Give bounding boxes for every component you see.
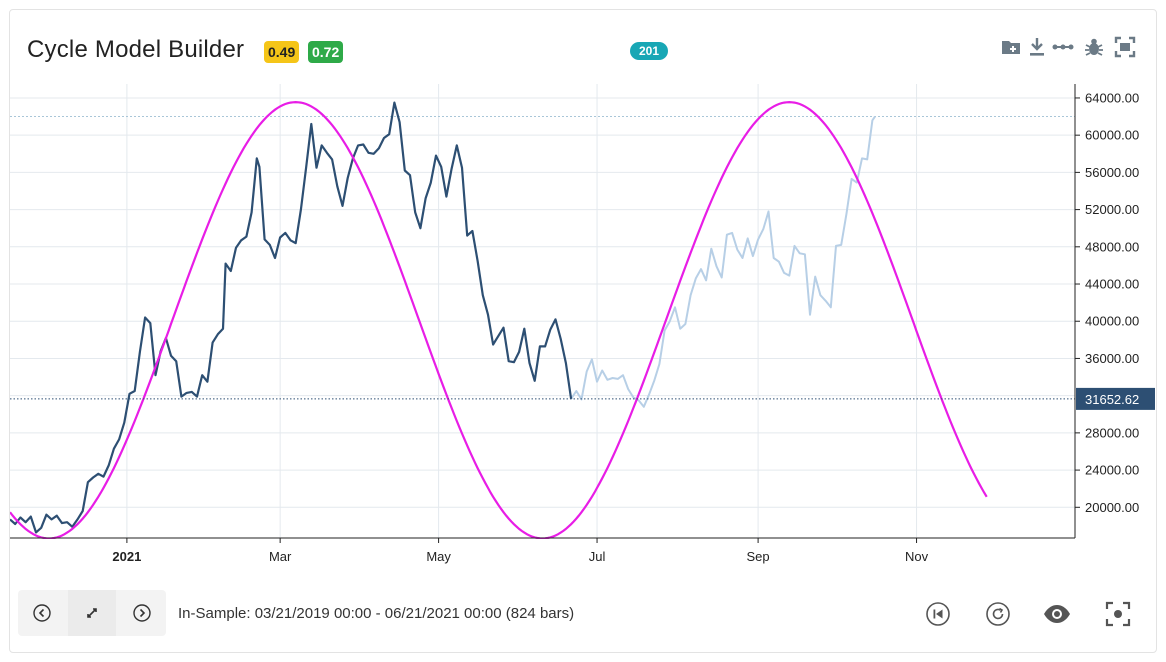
y-tick-label: 40000.00 (1085, 314, 1139, 329)
x-tick-label: Nov (905, 549, 929, 564)
skip-back-icon[interactable] (922, 598, 954, 630)
chart-series (10, 100, 988, 539)
folder-add-icon[interactable] (1000, 36, 1022, 58)
fullscreen-icon[interactable] (1114, 36, 1136, 58)
y-tick-label: 44000.00 (1085, 277, 1139, 292)
score-badge-1: 0.49 (264, 41, 300, 63)
y-tick-label: 36000.00 (1085, 351, 1139, 366)
in-sample-price-line (10, 101, 573, 534)
y-tick-label: 60000.00 (1085, 128, 1139, 143)
chevron-right-circle-icon[interactable] (118, 590, 166, 636)
y-tick-label: 28000.00 (1085, 425, 1139, 440)
chart-axes: 20000.00 24000.00 28000.00 31652.62 36000.00… (10, 84, 1155, 564)
eye-icon[interactable] (1041, 598, 1073, 630)
bars-count-badge: 201 (630, 42, 669, 60)
chart-grid (10, 84, 1075, 538)
x-tick-label: 2021 (112, 549, 141, 564)
score-badge-2: 0.72 (308, 41, 344, 63)
y-tick-label: 52000.00 (1085, 202, 1139, 217)
cycle-model-line (10, 100, 988, 539)
connect-dots-icon[interactable] (1052, 36, 1074, 58)
expand-icon[interactable] (68, 590, 116, 636)
y-tick-label: 64000.00 (1085, 90, 1139, 105)
x-tick-label: Jul (589, 549, 606, 564)
x-tick-label: May (426, 549, 451, 564)
y-tick-label: 20000.00 (1085, 500, 1139, 515)
refresh-icon[interactable] (982, 598, 1014, 630)
x-tick-label: Mar (269, 549, 292, 564)
chevron-left-circle-icon[interactable] (18, 590, 66, 636)
focus-icon[interactable] (1102, 598, 1134, 630)
page-title: Cycle Model Builder (27, 36, 245, 63)
last-price-label: 31652.62 (1085, 392, 1139, 407)
y-tick-label: 48000.00 (1085, 239, 1139, 254)
y-tick-label: 24000.00 (1085, 463, 1139, 478)
x-tick-label: Sep (747, 549, 770, 564)
out-of-sample-price-line (570, 116, 876, 408)
last-price-tag (1076, 387, 1155, 410)
navigation-controls (18, 590, 166, 636)
bug-icon[interactable] (1083, 36, 1105, 58)
in-sample-range-label: In-Sample: 03/21/2019 00:00 - 06/21/2021… (178, 605, 575, 622)
y-tick-label: 56000.00 (1085, 165, 1139, 180)
download-icon[interactable] (1026, 36, 1048, 58)
